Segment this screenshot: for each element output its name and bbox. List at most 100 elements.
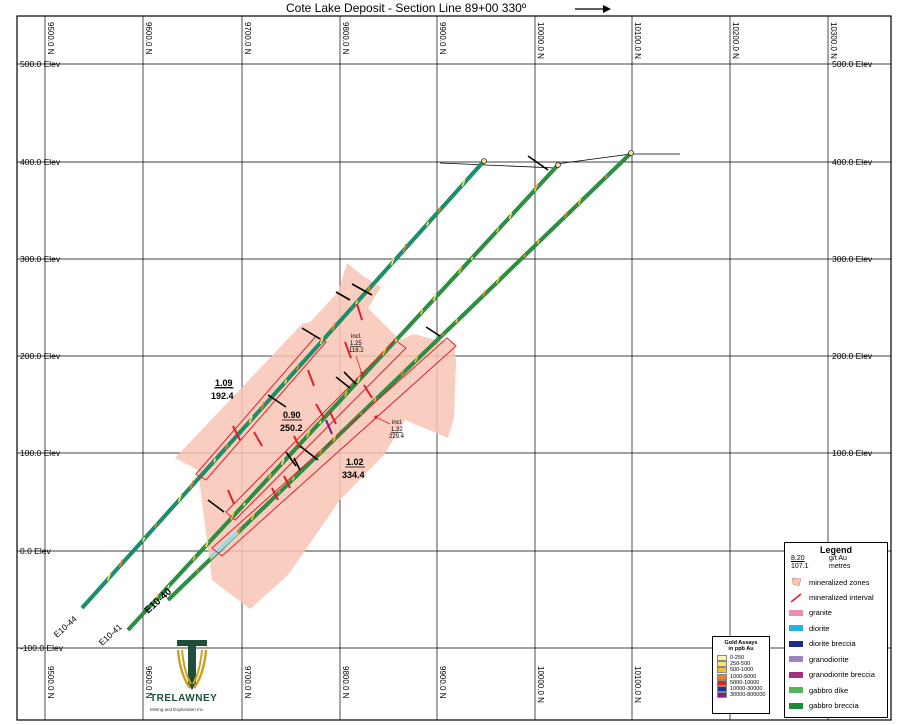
drill-hole-E10-41 (126, 163, 560, 632)
legend-label: mineralized interval (809, 593, 874, 602)
assay-tick (482, 290, 487, 297)
assay-tick (142, 537, 146, 542)
assay-swatch (717, 661, 727, 668)
logo-subtitle: Mining and Exploration Inc. (150, 707, 205, 712)
assay-tick (260, 401, 265, 411)
assay-tick (402, 243, 407, 253)
assay-tick (605, 175, 608, 179)
diorite-segment (208, 530, 240, 560)
assay-tick (237, 527, 241, 534)
assay-legend-item: 30000-800000 (717, 692, 769, 699)
assay-label: 30000-800000 (730, 692, 766, 699)
assay-tick (332, 433, 337, 442)
legend-label: granite (809, 608, 832, 617)
very-high-grade-assays (324, 419, 334, 435)
assay-tick (577, 197, 582, 205)
assay-legend-item: 250-500 (717, 661, 769, 668)
legend-item: mineralized zones (789, 577, 869, 587)
assay-swatch (717, 673, 727, 680)
assay-tick (167, 584, 170, 589)
legend-sample-grade: 8.20 (791, 555, 805, 562)
assay-tick (523, 253, 526, 258)
intercept-grade: 0.90 (283, 410, 301, 420)
northing-label-top: 9800.0 N (341, 22, 350, 55)
assay-tick (437, 207, 442, 213)
northing-label-bottom: 9600.0 N (144, 666, 153, 699)
intercept-length: 334.4 (342, 470, 365, 480)
northing-label-bottom: 9900.0 N (438, 666, 447, 699)
legend-item: diorite breccia (789, 639, 856, 648)
assay-tick (461, 179, 466, 187)
section-title: Cote Lake Deposit - Section Line 89+00 3… (286, 1, 527, 15)
northing-labels-top: 9500.0 N 9600.0 N 9700.0 N 9800.0 N 9900.0 N… (46, 22, 838, 59)
northing-label-top: 10100.0 N (633, 22, 642, 59)
intercept-2: 0.90 250.2 (280, 410, 303, 433)
intercept-length: 250.2 (280, 423, 303, 433)
assay-tick (189, 480, 194, 489)
structure-ticks (207, 155, 549, 513)
elevation-label-left: -100.0 Elev (20, 643, 64, 653)
svg-text:1.25: 1.25 (350, 341, 362, 347)
assay-tick (458, 265, 463, 274)
northing-label-top: 10000.0 N (536, 22, 545, 59)
intercept-length: 192.4 (211, 391, 234, 401)
legend-item: granodiorite (789, 655, 849, 664)
assay-tick (154, 522, 158, 529)
collar-markers (481, 150, 634, 168)
trelawney-logo-icon (176, 640, 208, 690)
elevation-label-right: 500.0 Elev (832, 59, 873, 69)
elevation-label-right: 300.0 Elev (832, 254, 873, 264)
legend: Legend 8.20 107.1 g/t Au metres minerali… (784, 542, 888, 718)
legend-swatch (789, 656, 803, 662)
assay-tick (508, 212, 513, 219)
hole-label-E10-41: E10-41 (97, 622, 124, 648)
legend-swatch (789, 609, 803, 616)
intercept-1: 1.09 192.4 (211, 378, 234, 401)
northing-label-top: 10200.0 N (731, 22, 740, 59)
svg-text:118.2: 118.2 (349, 348, 364, 354)
assay-tick (268, 473, 272, 479)
svg-text:incl.: incl. (392, 420, 403, 426)
legend-item: granodiorite breccia (789, 670, 875, 679)
elevation-label-left: 100.0 Elev (20, 448, 61, 458)
assay-tick (210, 555, 214, 560)
legend-swatch (789, 625, 803, 631)
assay-tick (106, 573, 111, 581)
assay-tick (414, 355, 419, 363)
assay-tick (230, 511, 235, 520)
direction-arrow-icon (575, 5, 611, 13)
assay-swatch (717, 655, 727, 662)
northing-label-bottom: 9500.0 N (46, 666, 55, 699)
assay-label: 0-250 (730, 655, 745, 662)
assay-tick (248, 415, 253, 424)
assay-tick (118, 559, 124, 568)
legend-sample-length: 107.1 (791, 563, 809, 570)
northing-label-bottom: 10100.0 N (633, 666, 642, 703)
legend-label: granodiorite breccia (809, 670, 875, 679)
legend-label: diorite breccia (809, 639, 856, 648)
legend-label: granodiorite (809, 654, 849, 664)
elevation-label-right: 400.0 Elev (832, 157, 873, 167)
legend-title: Legend (819, 545, 852, 555)
assay-tick (213, 458, 217, 463)
assay-legend-item: 1000-5000 (717, 673, 769, 680)
northing-label-top: 9700.0 N (243, 22, 252, 55)
assay-tick (225, 443, 229, 450)
topography (439, 153, 680, 169)
assay-tick (400, 369, 405, 376)
assay-ticks (106, 175, 608, 602)
legend-item: gabbro dike (789, 686, 848, 695)
assay-legend-title: Gold Assays in ppb Au (724, 640, 758, 652)
assay-label: 250-500 (730, 661, 751, 668)
legend-label: diorite (809, 623, 830, 633)
svg-text:229.4: 229.4 (389, 434, 405, 440)
northing-label-bottom: 9800.0 N (341, 666, 350, 699)
northing-label-bottom: 9700.0 N (243, 666, 252, 699)
assay-tick (496, 276, 501, 284)
elevation-label-right: 200.0 Elev (832, 351, 873, 361)
include-1: incl. 1.25 118.2 (349, 334, 364, 378)
assay-tick (441, 332, 445, 337)
mineralized-zone (175, 263, 456, 609)
assay-tick (196, 569, 200, 573)
assay-tick (278, 490, 281, 495)
